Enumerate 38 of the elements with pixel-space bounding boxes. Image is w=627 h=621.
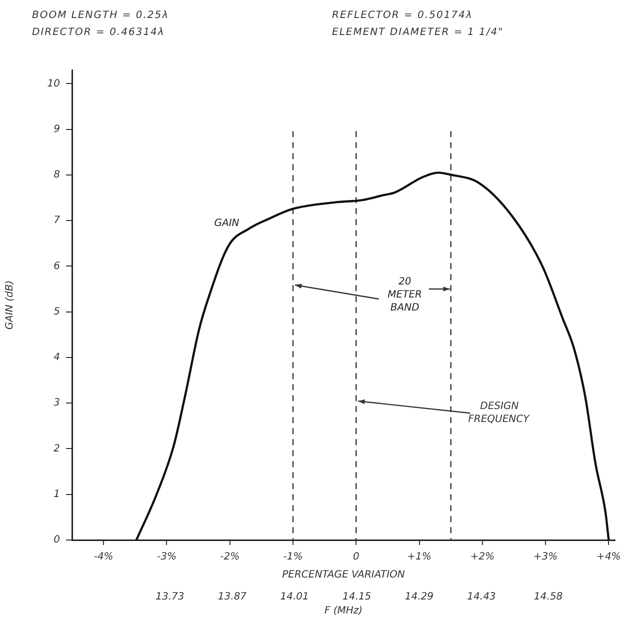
x-axis-title: PERCENTAGE VARIATION <box>282 570 406 581</box>
x-tick-label: -3% <box>156 552 176 563</box>
x2-tick-label: 14.29 <box>404 592 434 603</box>
x-tick-label: +1% <box>407 552 432 563</box>
y-tick-label: 8 <box>54 170 60 181</box>
x2-tick-label: 14.58 <box>534 592 563 603</box>
y-tick-label: 9 <box>54 124 60 135</box>
x2-tick-label: 13.87 <box>218 592 248 603</box>
y-tick-label: 5 <box>54 306 60 318</box>
x-tick-label: -1% <box>283 552 303 563</box>
y-tick-label: 4 <box>54 352 60 364</box>
y-tick-label: 10 <box>47 78 60 90</box>
text: ELEMENT DIAMETER = 1 1/4" <box>332 27 505 38</box>
x2-tick-label: 13.73 <box>156 592 184 603</box>
y-tick-label: 2 <box>54 443 60 454</box>
x-tick-label: +4% <box>596 552 621 563</box>
text: REFLECTOR = 0.50174λ <box>332 10 474 21</box>
y-axis-title: GAIN (dB) <box>4 280 16 330</box>
line-series <box>135 172 610 540</box>
annotation: 20 METER BAND <box>388 276 422 314</box>
x-tick-label: -4% <box>94 552 114 563</box>
x-tick-label: +3% <box>533 552 558 563</box>
text: DIRECTOR = 0.46314λ <box>32 27 166 38</box>
y-tick-label: 3 <box>54 398 60 409</box>
x-tick-label: 0 <box>352 552 360 563</box>
ref-line-label: DESIGN FREQUENCY <box>468 401 530 426</box>
x2-tick-label: 14.43 <box>467 592 496 603</box>
y-tick-label: 1 <box>54 488 60 500</box>
x-tick-label: -2% <box>220 552 240 563</box>
x2-axis-title: F (MHz) <box>324 606 363 617</box>
y-tick-label: 6 <box>54 260 60 272</box>
annotation: GAIN <box>214 218 240 229</box>
x-tick-label: +2% <box>470 552 495 563</box>
y-tick-label: 7 <box>54 215 61 226</box>
text: BOOM LENGTH = 0.25λ <box>32 10 170 21</box>
x2-tick-label: 14.01 <box>280 592 309 603</box>
x2-tick-label: 14.15 <box>342 592 372 603</box>
y-tick-label: 0 <box>54 534 60 546</box>
